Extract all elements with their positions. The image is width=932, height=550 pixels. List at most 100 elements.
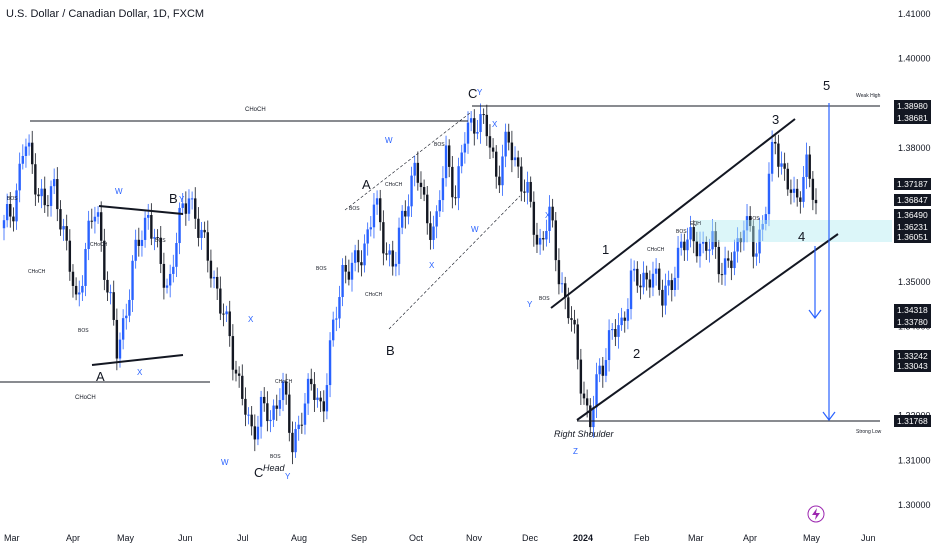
time-tick-label: Mar [688, 533, 704, 543]
candle [206, 220, 209, 273]
candle [711, 219, 714, 256]
candle [542, 231, 545, 251]
time-tick-label: Jun [861, 533, 876, 543]
svg-text:1.33780: 1.33780 [897, 317, 928, 327]
wave-label-a: A [96, 369, 105, 384]
candle [125, 303, 128, 330]
candle [350, 252, 354, 292]
candle [629, 258, 633, 320]
candle [623, 311, 626, 333]
candle [620, 307, 623, 331]
candle [278, 388, 282, 416]
candle [529, 176, 532, 208]
candle [491, 138, 495, 159]
wave-label-a: A [362, 177, 371, 192]
wave-label-c: C [468, 86, 477, 101]
time-tick-label: 2024 [573, 533, 593, 543]
candle [128, 289, 131, 323]
candle [752, 220, 755, 269]
candle [504, 123, 507, 168]
svg-text:1.36231: 1.36231 [897, 222, 928, 232]
bos-label: BOS [270, 454, 281, 460]
wave-label-z: Z [573, 447, 578, 456]
svg-text:1.36490: 1.36490 [897, 210, 928, 220]
candle [416, 151, 420, 191]
svg-text:1.38681: 1.38681 [897, 113, 928, 123]
candle [372, 192, 376, 239]
bos-label: BOS [749, 216, 760, 222]
wave-label-b: B [169, 191, 178, 206]
candle [400, 205, 404, 235]
candle [485, 104, 489, 146]
candle [573, 309, 576, 334]
wave-label-y: Y [285, 472, 291, 481]
choch-small-label: CHoCH [90, 242, 108, 248]
lightning-icon[interactable] [807, 505, 825, 523]
candle [162, 252, 166, 300]
candle [300, 412, 304, 434]
choch-small-label: CHoCH [365, 292, 383, 298]
candle [313, 372, 316, 412]
candle [219, 276, 222, 321]
price-tag: 1.36847 [894, 194, 931, 206]
wave-label-1: 1 [602, 242, 609, 257]
price-tags: 1.38980 1.38681 1.37187 1.36847 1.36490 1.362… [894, 100, 931, 427]
head-label: Head [263, 463, 286, 473]
candle [65, 214, 68, 251]
channel-lower-line [576, 233, 839, 421]
candle [288, 383, 291, 442]
candle [510, 130, 514, 173]
strong-low-label: Strong Low [856, 429, 882, 435]
candle [720, 262, 724, 285]
candle [714, 222, 717, 259]
weak-high-label: Weak High [856, 93, 881, 99]
chart-title: U.S. Dollar / Canadian Dollar, 1D, FXCM [6, 8, 205, 20]
candle [215, 267, 219, 300]
wave-label-y: Y [179, 195, 185, 204]
svg-text:1.36847: 1.36847 [897, 195, 928, 205]
candle [259, 390, 263, 439]
candle [84, 242, 87, 297]
candle [551, 198, 554, 228]
candle [181, 192, 184, 216]
candle [444, 135, 448, 187]
wave-label-y: Y [527, 300, 533, 309]
candle [799, 191, 802, 214]
candle [789, 179, 793, 205]
candle [5, 193, 9, 228]
candle [739, 231, 742, 253]
candle [150, 203, 153, 246]
bos-label: BOS [316, 266, 327, 272]
candle [426, 185, 429, 235]
candle [513, 146, 517, 167]
candle [37, 188, 40, 203]
candle [661, 279, 664, 318]
price-tick-label: 1.41000 [898, 9, 931, 19]
candle [811, 171, 815, 211]
candle [303, 392, 307, 435]
svg-text:1.37187: 1.37187 [897, 179, 928, 189]
candle [322, 390, 325, 423]
candle [96, 206, 100, 224]
right-shoulder-label: Right Shoulder [554, 429, 615, 439]
wave-label-2: 2 [633, 346, 640, 361]
svg-text:1.31768: 1.31768 [897, 416, 928, 426]
price-axis[interactable]: 1.410001.400001.380001.350001.340001.320… [898, 9, 931, 510]
candle [592, 395, 595, 438]
candle [291, 421, 294, 465]
candle [460, 144, 463, 174]
demand-zone [695, 220, 892, 242]
candle [808, 146, 811, 188]
candle [331, 311, 335, 347]
candle [90, 208, 93, 229]
candle [137, 227, 141, 257]
time-axis[interactable]: Mar Apr May Jun Jul Aug Sep Oct Nov Dec 2024 Feb Mar… [4, 533, 876, 543]
bos-label: BOS [434, 142, 445, 148]
wave-label-5: 5 [823, 78, 830, 93]
candle [59, 200, 62, 236]
candle [755, 242, 758, 266]
candle [200, 222, 203, 250]
candle [341, 258, 344, 307]
candle [758, 217, 761, 264]
